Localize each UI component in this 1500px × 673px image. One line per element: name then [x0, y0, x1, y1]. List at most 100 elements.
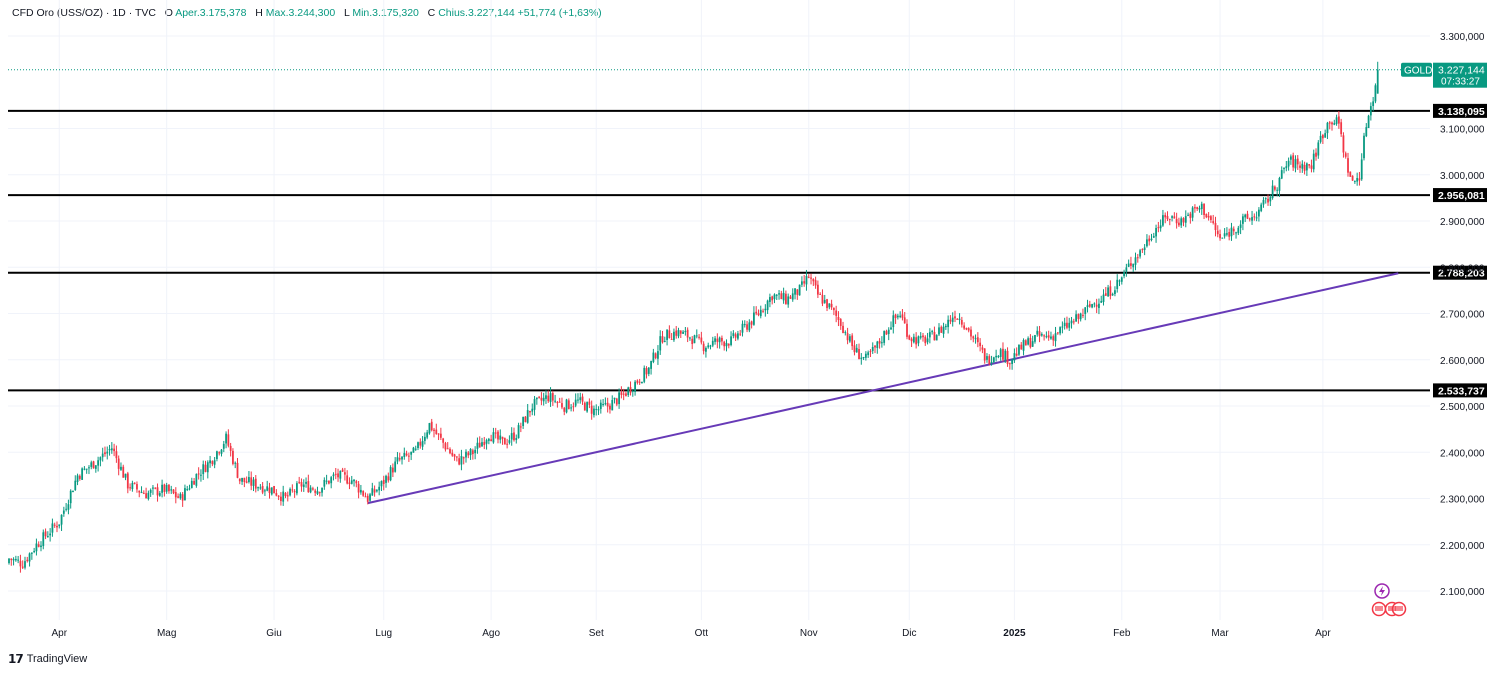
- candle-body: [629, 387, 632, 393]
- candle-body: [108, 449, 111, 451]
- y-tick-label: 2.200,000: [1440, 541, 1485, 552]
- candle-body: [282, 491, 285, 502]
- grid: [8, 0, 1430, 620]
- candle-body: [883, 330, 886, 343]
- candle-body: [565, 399, 568, 413]
- candle-body: [816, 284, 819, 295]
- candle-body: [467, 452, 470, 456]
- candle-body: [76, 475, 79, 482]
- candle-body: [291, 489, 294, 491]
- candle-body: [753, 312, 755, 325]
- candle-body: [455, 456, 458, 458]
- candle-body: [583, 402, 586, 411]
- candle-body: [323, 479, 326, 487]
- candle-body: [1237, 227, 1240, 234]
- candle-body: [675, 330, 678, 336]
- countdown: 07:33:27: [1441, 77, 1480, 88]
- candle-body: [348, 482, 351, 484]
- candle-body: [341, 469, 344, 472]
- interval[interactable]: 1D: [112, 7, 126, 19]
- symbol-name[interactable]: CFD Oro (USS/OZ): [12, 7, 103, 19]
- candle-body: [686, 329, 689, 338]
- candle-body: [951, 317, 954, 323]
- candle-body: [1114, 290, 1116, 294]
- candle-body: [314, 490, 317, 493]
- candle-body: [161, 484, 163, 493]
- horizontal-levels[interactable]: 3.138,095 2.956,081 2.788,203 2.533,737: [8, 103, 1487, 398]
- time-axis[interactable]: Apr Mag Giu Lug Ago Set Ott Nov Dic 2025 Feb Mar Apr: [51, 628, 1331, 639]
- candle-body: [620, 392, 623, 395]
- candle-body: [1363, 135, 1365, 159]
- candle-body: [328, 480, 330, 484]
- candle-body: [917, 336, 920, 344]
- candle-body: [401, 456, 403, 460]
- candle-body: [887, 329, 890, 335]
- candle-body: [938, 327, 940, 335]
- candle-body: [419, 441, 422, 446]
- candle-body: [826, 299, 828, 309]
- candle-body: [1093, 303, 1096, 305]
- candle-body: [458, 458, 461, 465]
- candle-body: [707, 345, 710, 348]
- candle-body: [78, 475, 81, 479]
- candle-body: [387, 476, 390, 481]
- candle-body: [1052, 336, 1055, 341]
- candle-body: [1255, 217, 1258, 219]
- candle-body: [462, 457, 465, 459]
- candle-body: [1214, 222, 1217, 231]
- candle-body: [275, 493, 278, 496]
- price-axis[interactable]: 2.100,000 2.200,000 2.300,000 2.400,000 2.50…: [1440, 32, 1485, 598]
- candle-body: [972, 336, 975, 339]
- x-tick-label: Giu: [266, 628, 282, 639]
- candle-body: [1141, 249, 1144, 251]
- candle-body: [163, 484, 166, 492]
- candle-body: [1230, 227, 1233, 237]
- candle-body: [545, 395, 547, 399]
- candle-body: [1353, 180, 1356, 182]
- candle-body: [643, 367, 646, 382]
- candle-body: [1207, 215, 1210, 218]
- candle-body: [83, 468, 86, 470]
- candle-body: [380, 481, 383, 487]
- flag-stripes: [1375, 606, 1383, 611]
- candle-body: [1063, 322, 1066, 327]
- candle-body: [410, 451, 413, 455]
- candle-body: [1061, 326, 1064, 328]
- candle-body: [814, 280, 817, 286]
- candle-body: [65, 508, 68, 510]
- candle-body: [700, 337, 703, 343]
- event-markers[interactable]: [1371, 583, 1407, 617]
- candle-body: [567, 400, 570, 410]
- candle-body: [216, 451, 218, 459]
- candle-body: [519, 426, 522, 428]
- candle-body: [435, 429, 438, 435]
- branding[interactable]: 𝟭𝟳 TradingView: [8, 652, 87, 666]
- candle-body: [94, 465, 97, 469]
- candle-body: [129, 487, 132, 489]
- candle-body: [286, 495, 289, 497]
- candle-body: [1257, 209, 1260, 217]
- candles: [8, 61, 1379, 573]
- candle-body: [1164, 214, 1167, 218]
- candle-body: [1342, 135, 1345, 153]
- candle-body: [88, 467, 90, 469]
- candle-body: [739, 333, 742, 335]
- trendline[interactable]: [367, 272, 1399, 505]
- candle-body: [549, 393, 552, 402]
- candle-body: [152, 487, 154, 489]
- candle-body: [757, 313, 760, 315]
- candle-body: [835, 310, 838, 316]
- candle-body: [257, 487, 259, 489]
- candle-body: [1077, 314, 1080, 319]
- candle-body: [659, 336, 662, 351]
- candle-body: [1180, 218, 1183, 226]
- candle-body: [106, 451, 109, 454]
- candle-body: [1253, 216, 1256, 218]
- low-value: Min.3.175,320: [352, 7, 419, 19]
- candle-body: [775, 294, 778, 296]
- candle-body: [844, 332, 847, 334]
- candle-body: [350, 480, 353, 484]
- candle-body: [14, 559, 17, 561]
- level-label: 3.138,095: [1438, 106, 1485, 118]
